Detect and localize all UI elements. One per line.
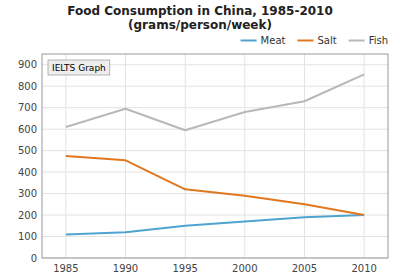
annotation-text: IELTS Graph bbox=[52, 63, 106, 73]
x-grid-line bbox=[304, 54, 305, 258]
y-tick-label: 0 bbox=[31, 253, 37, 264]
x-tick-label: 2000 bbox=[232, 263, 257, 274]
y-grid-line bbox=[42, 129, 388, 130]
series-line bbox=[66, 74, 364, 130]
x-grid-line bbox=[125, 54, 126, 258]
legend-label: Salt bbox=[317, 35, 336, 46]
y-tick-label: 700 bbox=[18, 102, 37, 113]
y-tick-label: 100 bbox=[18, 231, 37, 242]
y-tick-label: 200 bbox=[18, 210, 37, 221]
title: Food Consumption in China, 1985-2010(gra… bbox=[67, 4, 333, 32]
y-tick-label: 500 bbox=[18, 145, 37, 156]
series-lines bbox=[66, 74, 364, 234]
y-tick-label: 600 bbox=[18, 124, 37, 135]
legend-swatch bbox=[297, 40, 313, 42]
legend-swatch bbox=[349, 40, 365, 42]
grid bbox=[42, 54, 388, 258]
title-line: (grams/person/week) bbox=[128, 18, 272, 32]
title-line: Food Consumption in China, 1985-2010 bbox=[67, 4, 333, 18]
y-tick-label: 400 bbox=[18, 167, 37, 178]
series-line bbox=[66, 156, 364, 215]
x-tick-label: 2010 bbox=[351, 263, 376, 274]
annotation-box bbox=[48, 60, 110, 75]
legend-swatch bbox=[241, 40, 257, 42]
y-grid-line bbox=[42, 150, 388, 151]
x-tick-label: 1985 bbox=[53, 263, 78, 274]
y-grid-line bbox=[42, 107, 388, 108]
y-grid-line bbox=[42, 236, 388, 237]
legend-label: Fish bbox=[369, 35, 388, 46]
legend-item: Fish bbox=[349, 35, 388, 46]
series-line bbox=[66, 215, 364, 234]
annotation: IELTS Graph bbox=[48, 60, 110, 75]
y-tick-label: 300 bbox=[18, 188, 37, 199]
chart: Food Consumption in China, 1985-2010(gra… bbox=[0, 0, 400, 280]
y-tick-label: 800 bbox=[18, 81, 37, 92]
y-grid-line bbox=[42, 172, 388, 173]
legend-label: Meat bbox=[261, 35, 286, 46]
plot-frame bbox=[42, 54, 388, 258]
legend-item: Salt bbox=[297, 35, 336, 46]
chart-container: Food Consumption in China, 1985-2010(gra… bbox=[0, 0, 400, 280]
x-tick-label: 1990 bbox=[113, 263, 138, 274]
legend: Meat Salt Fish bbox=[241, 35, 388, 46]
x-tick-label: 2005 bbox=[292, 263, 317, 274]
x-grid-line bbox=[244, 54, 245, 258]
x-tick-label: 1995 bbox=[172, 263, 197, 274]
x-grid-line bbox=[185, 54, 186, 258]
legend-item: Meat bbox=[241, 35, 286, 46]
x-grid-line bbox=[364, 54, 365, 258]
y-tick-label: 900 bbox=[18, 59, 37, 70]
